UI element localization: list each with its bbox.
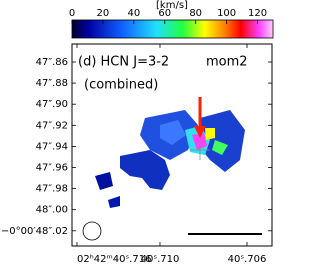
emission-map [95, 110, 245, 208]
colorbar-tick-label: 120 [248, 8, 267, 19]
colorbar-label: [km/s] [156, 0, 188, 11]
x-tick-label: 02ʰ42ᵐ40ˢ.716 [77, 254, 151, 265]
x-tick-label: 40ˢ.706 [228, 254, 267, 265]
colorbar-tick-label: 100 [217, 8, 236, 19]
y-tick-label: 47″.90 [36, 99, 68, 110]
y-tick-label: 47″.88 [36, 78, 68, 89]
y-tick-label: 48″.00 [36, 205, 68, 216]
colorbar-tick-label: 40 [127, 8, 140, 19]
x-tick-label: 40ˢ.710 [141, 254, 180, 265]
panel-tag: mom2 [206, 55, 248, 70]
chart: [km/s] (d) HCN J=3-2 mom2 (combined) 0 20… [1, 0, 274, 265]
colorbar-tick-label: 0 [69, 8, 75, 19]
colorbar [71, 19, 274, 39]
y-tick-label: 47″.94 [36, 141, 68, 152]
arrow-head [194, 126, 206, 138]
y-tick-label: 47″.92 [36, 120, 68, 131]
y-tick-label: −0°00′48″.02 [1, 226, 68, 237]
colorbar-tick-label: 20 [97, 8, 110, 19]
y-tick-label: 47″.98 [36, 184, 68, 195]
y-tick-label: 47″.86 [36, 57, 68, 68]
colorbar-tick-label: 60 [158, 8, 171, 19]
beam [82, 221, 102, 241]
plot-frame [71, 43, 273, 247]
y-tick-label: 47″.96 [36, 163, 68, 174]
panel-title: (d) HCN J=3-2 [78, 55, 169, 70]
colorbar-tick-label: 80 [189, 8, 202, 19]
panel-subtitle: (combined) [84, 78, 158, 93]
